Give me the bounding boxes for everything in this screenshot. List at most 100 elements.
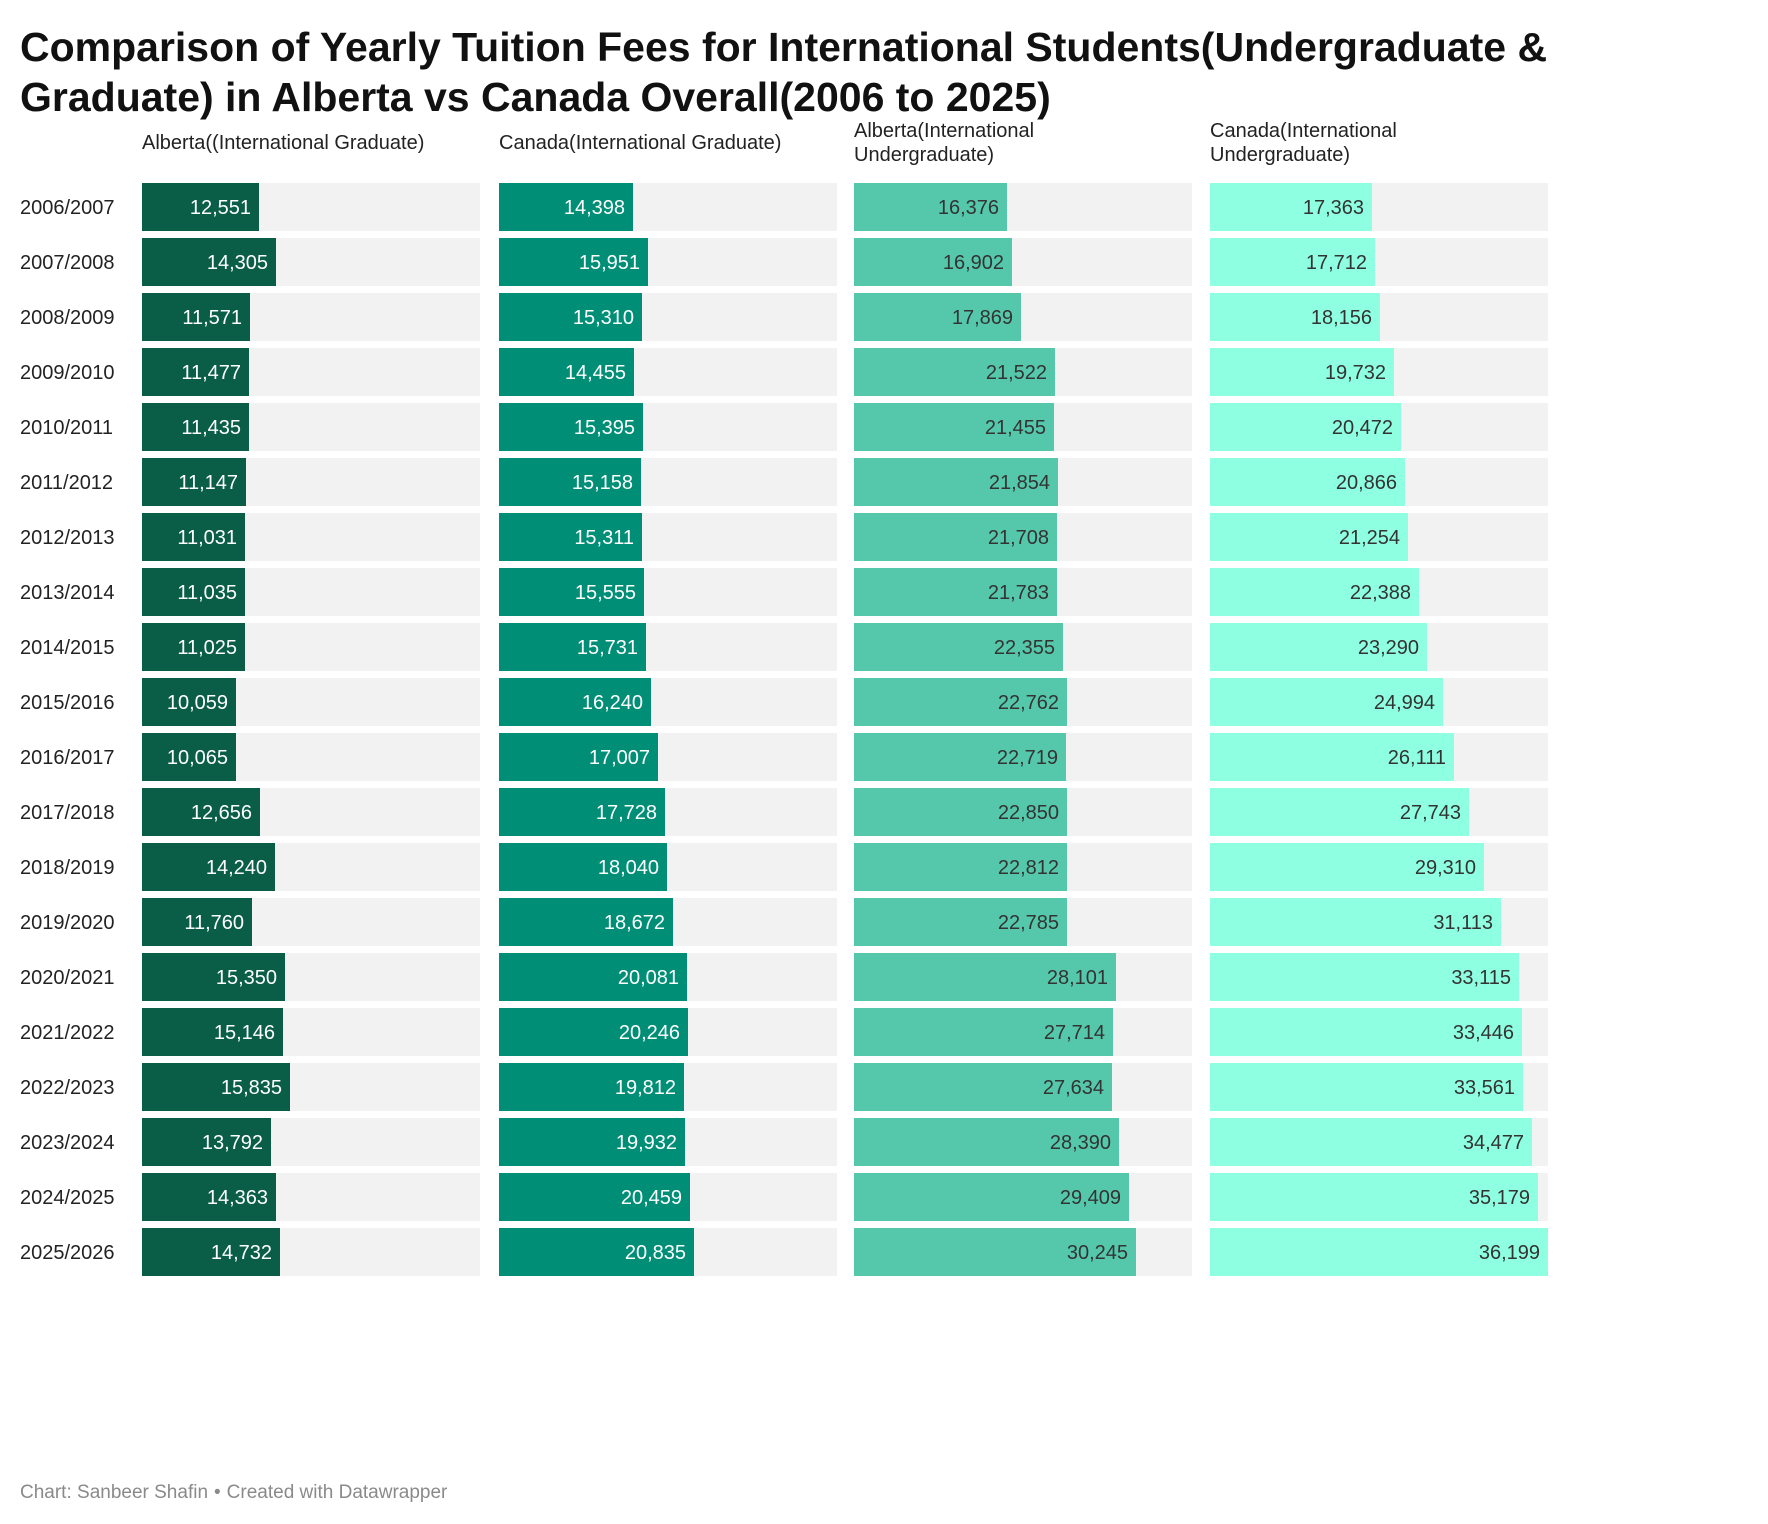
bar — [499, 1063, 684, 1111]
row-label: 2016/2017 — [20, 747, 115, 769]
data-label: 11,025 — [177, 637, 237, 659]
row-label: 2025/2026 — [20, 1242, 115, 1264]
data-label: 19,732 — [1325, 362, 1386, 384]
bar — [1210, 568, 1419, 616]
bar — [499, 513, 642, 561]
row-label: 2007/2008 — [20, 252, 115, 274]
data-label: 15,350 — [216, 967, 277, 989]
data-label: 15,555 — [575, 582, 636, 604]
bar — [499, 1173, 690, 1221]
row-label: 2020/2021 — [20, 967, 115, 989]
bar — [499, 403, 643, 451]
bar — [499, 788, 665, 836]
bar — [142, 788, 260, 836]
bar — [142, 403, 249, 451]
data-label: 33,446 — [1453, 1022, 1514, 1044]
data-label: 34,477 — [1463, 1132, 1524, 1154]
bar — [854, 1063, 1112, 1111]
data-label: 15,835 — [221, 1077, 282, 1099]
panel-header: Canada(International Undergraduate) — [1210, 120, 1397, 166]
bar — [499, 348, 634, 396]
bar — [142, 733, 236, 781]
data-label: 28,390 — [1050, 1132, 1111, 1154]
panel-header: Alberta(International Undergraduate) — [854, 120, 1034, 166]
row-label: 2019/2020 — [20, 912, 115, 934]
bar — [142, 348, 249, 396]
bar — [499, 458, 641, 506]
bar — [142, 568, 245, 616]
data-label: 29,409 — [1060, 1187, 1121, 1209]
data-label: 17,712 — [1306, 252, 1367, 274]
bar — [142, 293, 250, 341]
data-label: 10,059 — [167, 692, 228, 714]
row-label: 2013/2014 — [20, 582, 115, 604]
bar — [854, 458, 1058, 506]
bar — [1210, 898, 1501, 946]
data-label: 14,455 — [565, 362, 626, 384]
bar — [854, 623, 1063, 671]
bar — [499, 183, 633, 231]
data-label: 15,951 — [579, 252, 640, 274]
data-label: 14,398 — [564, 197, 625, 219]
data-label: 36,199 — [1479, 1242, 1540, 1264]
bar — [854, 293, 1021, 341]
row-label: 2023/2024 — [20, 1132, 115, 1154]
data-label: 15,146 — [214, 1022, 275, 1044]
bar — [142, 1173, 276, 1221]
data-label: 19,812 — [615, 1077, 676, 1099]
data-label: 20,835 — [625, 1242, 686, 1264]
data-label: 22,355 — [994, 637, 1055, 659]
panel-header: Alberta((International Graduate) — [142, 132, 424, 154]
data-label: 22,388 — [1350, 582, 1411, 604]
bar — [1210, 183, 1372, 231]
bar — [1210, 1228, 1548, 1276]
bar — [499, 898, 673, 946]
data-label: 33,561 — [1454, 1077, 1515, 1099]
bar — [499, 568, 644, 616]
data-label: 21,254 — [1339, 527, 1400, 549]
bar — [1210, 348, 1394, 396]
bar — [142, 1008, 283, 1056]
data-label: 18,156 — [1311, 307, 1372, 329]
data-label: 11,031 — [177, 527, 237, 549]
data-label: 21,522 — [986, 362, 1047, 384]
bar — [1210, 843, 1484, 891]
data-label: 17,869 — [952, 307, 1013, 329]
bar — [499, 238, 648, 286]
data-label: 21,783 — [988, 582, 1049, 604]
data-label: 12,551 — [190, 197, 251, 219]
source-credit: Chart: Sanbeer Shafin — [20, 1482, 209, 1503]
bar — [499, 623, 646, 671]
data-label: 11,760 — [184, 912, 244, 934]
tool-credit: Created with Datawrapper — [226, 1482, 448, 1503]
row-label: 2018/2019 — [20, 857, 115, 879]
row-label: 2010/2011 — [20, 417, 113, 439]
data-label: 28,101 — [1047, 967, 1108, 989]
data-label: 17,007 — [589, 747, 650, 769]
data-label: 14,305 — [207, 252, 268, 274]
row-label: 2021/2022 — [20, 1022, 115, 1044]
bar — [1210, 513, 1408, 561]
data-label: 20,472 — [1332, 417, 1393, 439]
data-label: 20,866 — [1336, 472, 1397, 494]
data-label: 11,571 — [182, 307, 242, 329]
data-label: 13,792 — [202, 1132, 263, 1154]
bar — [854, 513, 1057, 561]
bar — [499, 1118, 685, 1166]
data-label: 20,246 — [619, 1022, 680, 1044]
bar — [499, 953, 687, 1001]
data-label: 31,113 — [1433, 912, 1493, 934]
bar — [854, 843, 1067, 891]
data-label: 19,932 — [616, 1132, 677, 1154]
data-label: 22,850 — [998, 802, 1059, 824]
bar — [499, 1008, 688, 1056]
data-label: 20,459 — [621, 1187, 682, 1209]
bar — [499, 293, 642, 341]
row-label: 2008/2009 — [20, 307, 115, 329]
data-label: 15,310 — [573, 307, 634, 329]
bar — [854, 953, 1116, 1001]
bar — [854, 403, 1054, 451]
data-label: 16,902 — [943, 252, 1004, 274]
data-label: 18,040 — [598, 857, 659, 879]
